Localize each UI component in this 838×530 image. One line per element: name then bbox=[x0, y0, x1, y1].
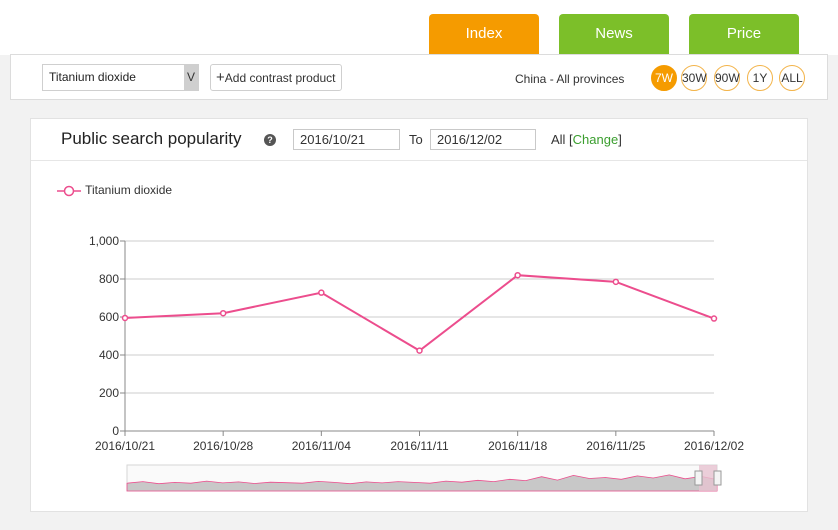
change-link[interactable]: Change bbox=[572, 132, 619, 147]
x-tick-label: 2016/10/28 bbox=[193, 439, 253, 453]
panel-title: Public search popularity bbox=[61, 129, 242, 148]
data-point bbox=[219, 309, 227, 317]
range-30w[interactable]: 30W bbox=[681, 65, 707, 91]
y-tick-label: 400 bbox=[99, 348, 119, 362]
data-point bbox=[514, 271, 521, 279]
navigator-handle-right[interactable] bbox=[713, 470, 722, 486]
region-label: China - All provinces bbox=[515, 72, 625, 86]
chart-legend[interactable]: Titanium dioxide bbox=[56, 183, 172, 198]
data-point bbox=[612, 278, 620, 286]
filter-bar: Titanium dioxide V +Add contrast product… bbox=[10, 54, 828, 100]
question-icon[interactable]: ? bbox=[264, 134, 276, 146]
y-tick-label: 1,000 bbox=[89, 234, 119, 248]
x-tick-label: 2016/10/21 bbox=[95, 439, 155, 453]
search-popularity-panel: Public search popularity ? 2016/10/21 To… bbox=[30, 118, 808, 512]
panel-header: Public search popularity ? 2016/10/21 To… bbox=[31, 119, 807, 161]
navigator-series bbox=[126, 474, 718, 492]
top-tab-bar: Index News Price bbox=[0, 0, 838, 55]
data-point bbox=[318, 289, 325, 296]
data-point bbox=[121, 314, 129, 322]
data-point bbox=[416, 347, 423, 354]
all-suffix: ] bbox=[618, 132, 622, 147]
data-point bbox=[710, 315, 718, 322]
add-contrast-product-label: Add contrast product bbox=[224, 71, 336, 85]
tab-index[interactable]: Index bbox=[429, 14, 539, 54]
product-select[interactable]: Titanium dioxide V bbox=[42, 64, 199, 91]
chevron-down-icon[interactable]: V bbox=[184, 65, 198, 90]
legend-marker-icon bbox=[57, 185, 81, 197]
range-1y[interactable]: 1Y bbox=[747, 65, 773, 91]
plus-icon: + bbox=[216, 69, 225, 86]
x-tick-label: 2016/11/04 bbox=[292, 439, 351, 453]
y-tick-label: 600 bbox=[99, 310, 119, 324]
end-date-input[interactable]: 2016/12/02 bbox=[430, 129, 536, 150]
navigator-handle-left[interactable] bbox=[694, 470, 703, 486]
tab-news[interactable]: News bbox=[559, 14, 669, 54]
legend-label: Titanium dioxide bbox=[85, 183, 173, 197]
y-tick-label: 0 bbox=[112, 424, 119, 438]
x-tick-label: 2016/11/11 bbox=[390, 439, 449, 453]
x-tick-label: 2016/11/25 bbox=[586, 439, 645, 453]
series-line bbox=[124, 274, 715, 352]
range-7w[interactable]: 7W bbox=[651, 65, 677, 91]
product-select-value: Titanium dioxide bbox=[49, 70, 136, 84]
line-chart: 0 200 400 600 800 1,000 2016/10/21 2016/10/28 20… bbox=[89, 234, 744, 492]
range-90w[interactable]: 90W bbox=[714, 65, 740, 91]
y-tick-label: 800 bbox=[99, 272, 119, 286]
x-tick-label: 2016/11/18 bbox=[488, 439, 547, 453]
range-all[interactable]: ALL bbox=[779, 65, 805, 91]
all-prefix: All [ bbox=[551, 132, 573, 147]
start-date-input[interactable]: 2016/10/21 bbox=[293, 129, 400, 150]
x-tick-label: 2016/12/02 bbox=[684, 439, 744, 453]
navigator-selection bbox=[699, 465, 717, 491]
add-contrast-product-button[interactable]: +Add contrast product bbox=[210, 64, 342, 91]
y-tick-label: 200 bbox=[99, 386, 119, 400]
tab-price[interactable]: Price bbox=[689, 14, 799, 54]
to-label: To bbox=[409, 132, 423, 147]
all-label: All [Change] bbox=[551, 132, 622, 147]
